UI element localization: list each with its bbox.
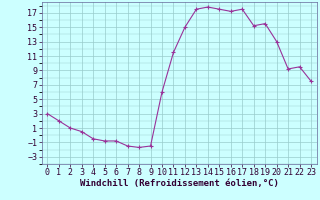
X-axis label: Windchill (Refroidissement éolien,°C): Windchill (Refroidissement éolien,°C): [80, 179, 279, 188]
